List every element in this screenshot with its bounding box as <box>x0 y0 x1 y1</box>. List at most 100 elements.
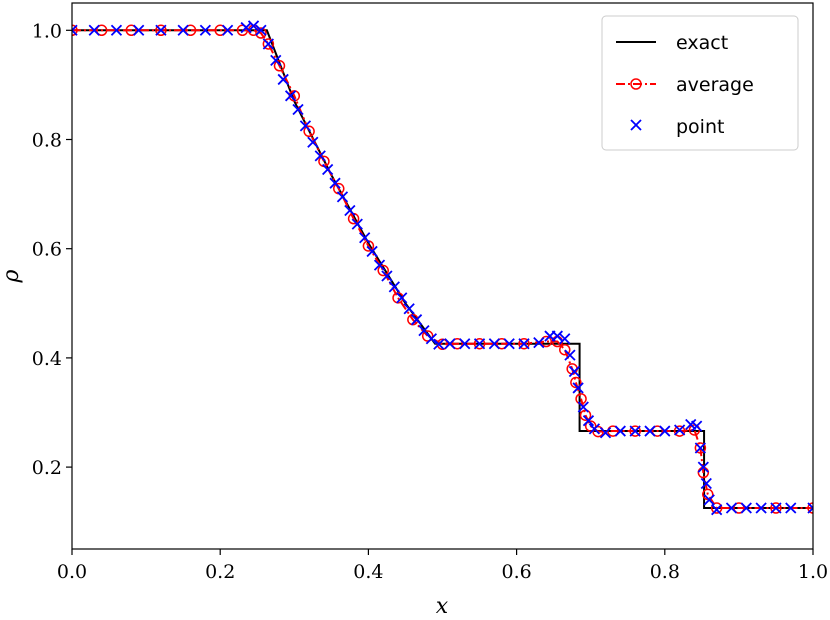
series-point-marker <box>72 24 78 36</box>
series-point-marker <box>307 136 319 148</box>
series-average-point <box>155 24 167 37</box>
series-average-point <box>673 425 686 437</box>
x-tick-label: 0.8 <box>650 561 680 583</box>
series-point-marker <box>314 150 326 162</box>
legend-label-exact: exact <box>676 32 728 54</box>
series-average-point <box>95 24 108 37</box>
series-average-point <box>72 24 78 37</box>
series-point-marker <box>711 504 723 516</box>
series-point-marker <box>262 38 275 50</box>
series-point-marker <box>807 502 813 514</box>
y-tick-label: 0.4 <box>32 348 62 370</box>
series-point-marker <box>755 502 767 514</box>
plot-area <box>71 2 814 550</box>
series-point-marker <box>221 24 234 36</box>
legend-marker-average <box>630 78 642 90</box>
series-average-point <box>451 337 464 350</box>
series-point-marker <box>199 24 212 36</box>
series-point-marker <box>644 425 656 437</box>
series-point-marker <box>473 338 486 350</box>
x-tick-label: 0.6 <box>501 561 531 583</box>
series-point-marker <box>614 425 626 437</box>
series-average-point <box>496 337 508 350</box>
series-average-point <box>770 502 782 514</box>
series-point-marker <box>133 24 145 36</box>
series-point-marker <box>336 191 349 203</box>
legend-label-point: point <box>676 116 724 138</box>
series-average-point <box>288 90 301 102</box>
series-average-point <box>584 420 597 432</box>
series-average-point <box>377 264 389 277</box>
series-point-marker <box>533 336 545 349</box>
series-point-marker <box>351 218 363 230</box>
series-point-marker <box>247 20 260 32</box>
series-point-marker <box>88 24 100 36</box>
series-point-marker <box>740 502 752 514</box>
series-point-marker <box>725 502 738 514</box>
plot-frame <box>71 2 814 550</box>
series-point-marker <box>366 245 378 258</box>
series-point-marker <box>703 494 715 506</box>
x-tick-label: 0.2 <box>205 561 235 583</box>
y-tick-label: 1.0 <box>32 20 62 42</box>
series-average-point <box>255 27 267 39</box>
series-point-marker <box>785 502 797 514</box>
series-point-marker <box>488 338 501 350</box>
series-average-point <box>559 343 571 356</box>
series-point-marker <box>373 259 386 271</box>
x-tick-label: 1.0 <box>798 561 828 583</box>
series-point-marker <box>292 103 304 116</box>
series-average-point <box>518 337 530 350</box>
series-average-point <box>125 24 138 37</box>
legend-entry-average: average <box>616 74 754 96</box>
series-point-marker <box>559 333 571 345</box>
series-point-marker <box>588 423 601 435</box>
series-point-marker <box>381 270 393 282</box>
legend-label-average: average <box>676 74 754 96</box>
series-average-point <box>421 330 434 342</box>
series-point-marker <box>444 338 456 350</box>
series-average-point <box>570 376 582 389</box>
y-tick-label: 0.8 <box>32 130 62 152</box>
series-average-point <box>236 24 249 37</box>
series-point-marker <box>299 120 312 132</box>
series-average-point <box>694 442 707 454</box>
series-point-marker <box>410 314 423 326</box>
series-average-point <box>273 60 286 72</box>
series-point-marker <box>344 204 356 217</box>
series-point-marker <box>691 420 703 432</box>
series-average-point <box>807 502 813 514</box>
y-axis-ticks: 0.2 0.4 0.6 0.8 1.0 <box>32 20 72 479</box>
series-average-point <box>262 38 275 50</box>
series-point-marker <box>277 73 289 86</box>
x-axis-ticks: 0.0 0.2 0.4 0.6 0.8 1.0 <box>57 549 828 583</box>
series-point-marker <box>284 90 297 102</box>
series-point-marker <box>629 425 641 437</box>
series-average-point <box>651 425 664 437</box>
x-tick-label: 0.4 <box>353 561 383 583</box>
series-average-point <box>540 335 552 348</box>
series-point-marker <box>697 461 709 473</box>
series-average-point <box>733 502 745 514</box>
series-point-marker <box>110 24 123 36</box>
series-average-point <box>592 425 604 438</box>
y-tick-label: 0.2 <box>32 457 62 479</box>
series-point-marker <box>503 338 515 350</box>
series-point-marker <box>459 338 471 350</box>
series-point-marker <box>255 24 267 36</box>
x-tick-label: 0.0 <box>57 561 87 583</box>
series-point-marker <box>403 303 415 315</box>
series-point-marker <box>770 502 782 514</box>
series-point-marker <box>599 427 612 439</box>
series-point-marker <box>551 330 563 342</box>
series-point-marker <box>659 425 671 437</box>
legend: exact average point <box>601 15 799 151</box>
series-average-point <box>392 292 404 304</box>
series-point-marker <box>322 163 334 176</box>
series-point-marker <box>582 415 595 427</box>
series-point-marker <box>177 24 189 36</box>
x-axis-label: x <box>436 594 449 619</box>
series-point-marker <box>155 24 167 36</box>
legend-marker-point <box>630 119 642 131</box>
